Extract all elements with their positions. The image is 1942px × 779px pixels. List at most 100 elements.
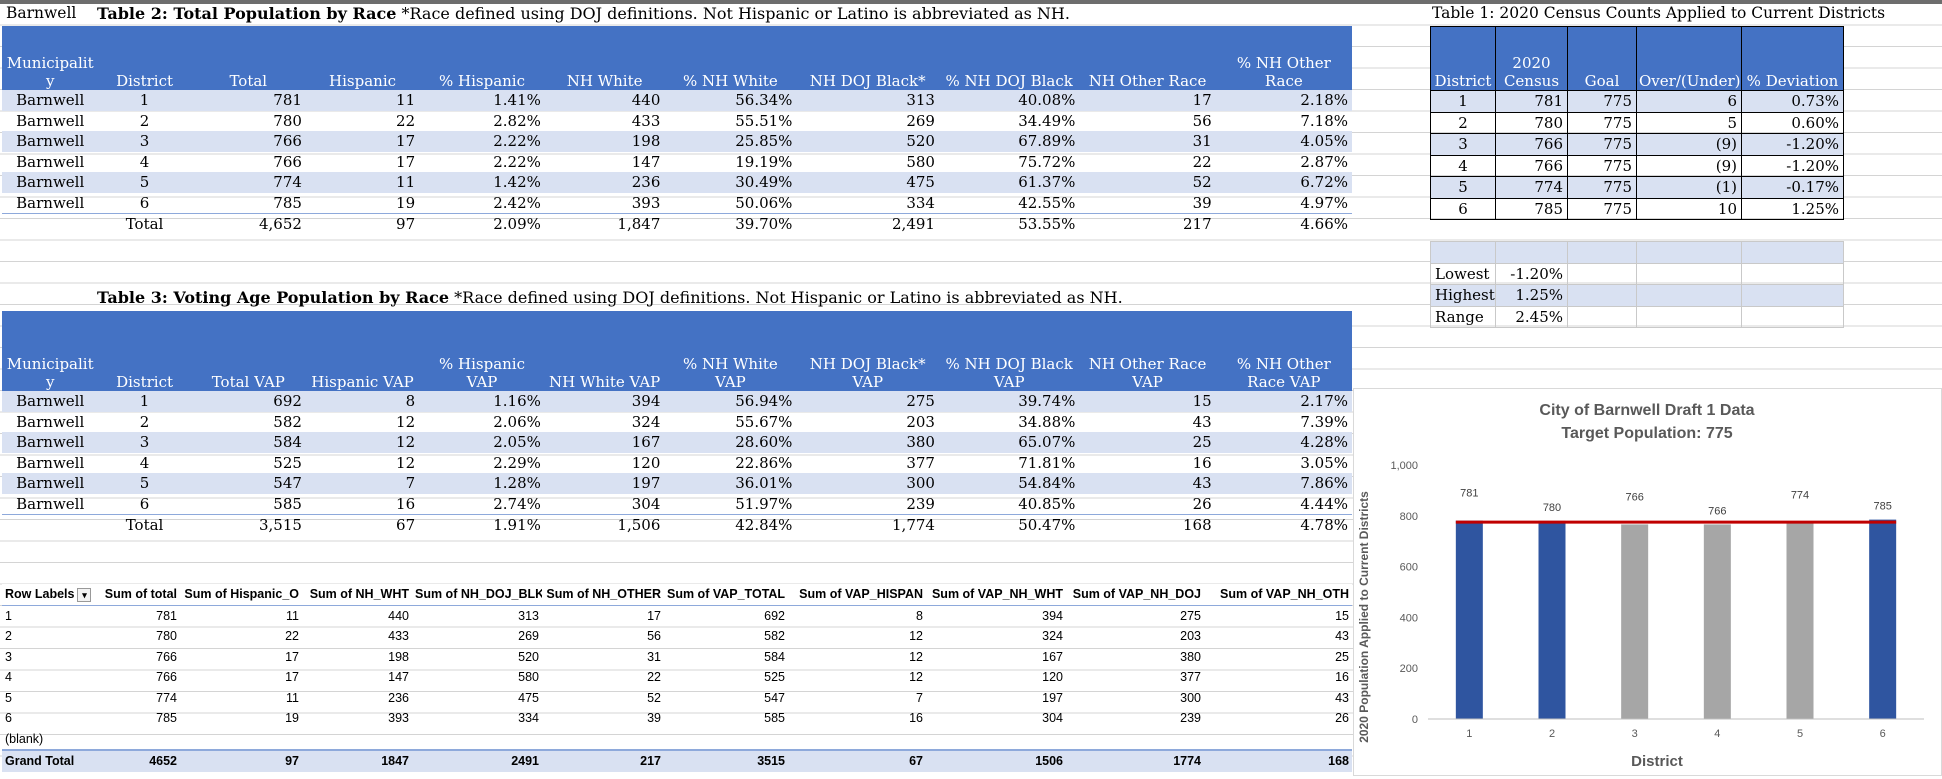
pivot-cell[interactable]: 1: [5, 608, 12, 623]
t3-cell[interactable]: 2.74%: [493, 494, 541, 513]
t1-blank-cell[interactable]: [1741, 241, 1844, 264]
pivot-cell[interactable]: 377: [1180, 670, 1201, 684]
pivot-grand-total-cell[interactable]: 97: [180, 749, 302, 772]
pivot-cell[interactable]: 774: [156, 690, 177, 705]
t1-cell[interactable]: 6: [1636, 90, 1742, 113]
pivot-cell[interactable]: 520: [518, 649, 539, 664]
t1-row[interactable]: 5 774 775 (1) -0.17%: [1430, 176, 1844, 199]
pivot-cell[interactable]: 17: [647, 608, 661, 623]
cell-a1[interactable]: Barnwell: [6, 4, 77, 22]
pivot-grand-total-cell[interactable]: 67: [788, 749, 926, 772]
t1-cell[interactable]: 1.25%: [1741, 197, 1844, 220]
t1-blank-cell[interactable]: [1567, 241, 1637, 264]
t1-cell[interactable]: (1): [1636, 176, 1742, 199]
t1-stat-empty[interactable]: [1741, 284, 1844, 307]
pivot-row[interactable]: 3 766 17 198 520 31 584 12 167 380 25: [2, 647, 1352, 668]
t1-stat-label[interactable]: Lowest: [1430, 262, 1496, 285]
t1-cell[interactable]: (9): [1636, 154, 1742, 177]
pivot-cell[interactable]: 3: [5, 649, 12, 664]
t1-cell[interactable]: 3: [1430, 133, 1496, 156]
t3-cell[interactable]: Barnwell: [16, 412, 85, 431]
t1-stat-empty[interactable]: [1567, 284, 1637, 307]
t3-cell[interactable]: 377: [906, 453, 935, 472]
t1-cell[interactable]: 775: [1567, 90, 1637, 113]
t2-cell[interactable]: 2.42%: [493, 193, 541, 212]
t3-total-cell[interactable]: 4.78%: [1215, 514, 1352, 536]
t2-cell[interactable]: 2.82%: [493, 111, 541, 130]
pivot-grand-total-cell[interactable]: 1774: [1066, 749, 1204, 772]
t3-total-cell[interactable]: 168: [1079, 514, 1216, 536]
pivot-cell[interactable]: 7: [916, 690, 923, 705]
pivot-col-header[interactable]: Sum of VAP_TOTAL: [664, 584, 788, 606]
t1-cell[interactable]: 0.60%: [1741, 111, 1844, 134]
t2-cell[interactable]: 30.49%: [664, 172, 797, 193]
t1-stat-value[interactable]: 1.25%: [1495, 284, 1568, 307]
t1-cell[interactable]: 785: [1495, 197, 1568, 220]
t1-cell[interactable]: -1.20%: [1741, 154, 1844, 177]
pivot-col-header[interactable]: Sum of NH_OTHER: [542, 584, 664, 606]
t3-cell[interactable]: Barnwell: [2, 432, 99, 453]
t1-stat-label[interactable]: Range: [1430, 305, 1496, 328]
pivot-cell[interactable]: 334: [518, 711, 539, 725]
pivot-cell[interactable]: 785: [156, 711, 177, 725]
t3-cell[interactable]: 6: [139, 494, 150, 513]
t2-cell[interactable]: 42.55%: [1018, 193, 1076, 212]
pivot-cell[interactable]: [180, 729, 302, 751]
t3-cell[interactable]: 304: [631, 494, 661, 513]
t1-stat-label[interactable]: Highest: [1430, 284, 1496, 307]
t1-cell[interactable]: (9): [1636, 133, 1742, 156]
pivot-cell[interactable]: 56: [647, 629, 661, 643]
t2-cell[interactable]: 11: [305, 90, 420, 111]
t2-row[interactable]: Barnwell 3 766 17 2.22% 198 25.85% 520 67.89% 31 4…: [2, 131, 1352, 152]
t2-cell[interactable]: 198: [544, 131, 665, 152]
t3-total-cell[interactable]: 67: [305, 514, 420, 536]
t3-cell[interactable]: 203: [906, 412, 935, 431]
t2-cell[interactable]: Barnwell: [16, 152, 85, 171]
t2-cell[interactable]: 781: [190, 90, 306, 111]
t2-cell[interactable]: 4.97%: [1300, 193, 1348, 212]
pivot-cell[interactable]: 440: [388, 608, 409, 623]
t1-blank-cell[interactable]: [1495, 241, 1568, 264]
t1-cell[interactable]: 10: [1636, 197, 1742, 220]
pivot-cell[interactable]: 52: [647, 690, 661, 705]
pivot-cell[interactable]: 16: [1335, 670, 1349, 684]
t1-stat-empty[interactable]: [1636, 262, 1742, 285]
t3-cell[interactable]: 5: [98, 473, 191, 494]
pivot-cell[interactable]: 393: [388, 711, 409, 725]
pivot-grand-total-cell[interactable]: 217: [542, 749, 664, 772]
t1-stat-row[interactable]: Highest 1.25%: [1430, 284, 1844, 307]
t2-cell[interactable]: 2: [139, 111, 150, 130]
t2-cell[interactable]: 4.05%: [1215, 131, 1352, 152]
t2-cell[interactable]: 6: [139, 193, 150, 212]
t1-cell[interactable]: 2: [1430, 111, 1496, 134]
t1-stat-row[interactable]: Lowest -1.20%: [1430, 262, 1844, 285]
t3-cell[interactable]: 1: [98, 391, 191, 412]
t2-cell[interactable]: 25.85%: [664, 131, 797, 152]
t2-row[interactable]: Barnwell 4 766 17 2.22% 147 19.19% 580 75.72% 22 2…: [2, 152, 1352, 173]
t2-cell[interactable]: 766: [190, 131, 306, 152]
t3-cell[interactable]: 28.60%: [664, 432, 797, 453]
t2-row[interactable]: Barnwell 5 774 11 1.42% 236 30.49% 475 61.37% 52 6…: [2, 172, 1352, 193]
t3-cell[interactable]: 1.16%: [419, 391, 545, 412]
pivot-cell[interactable]: 304: [1042, 711, 1063, 725]
pivot-cell[interactable]: 16: [909, 711, 923, 725]
pivot-row[interactable]: 6 785 19 393 334 39 585 16 304 239 26: [2, 708, 1352, 729]
t3-cell[interactable]: 4.44%: [1300, 494, 1348, 513]
pivot-cell[interactable]: 22: [647, 670, 661, 684]
t3-row[interactable]: Barnwell 5 547 7 1.28% 197 36.01% 300 54.84% 43 7.…: [2, 473, 1352, 494]
t2-cell[interactable]: 1: [98, 90, 191, 111]
t1-stat-empty[interactable]: [1567, 262, 1637, 285]
t2-cell[interactable]: 67.89%: [938, 131, 1080, 152]
pivot-cell[interactable]: 120: [1042, 670, 1063, 684]
pivot-cell[interactable]: 11: [286, 690, 299, 705]
pivot-row[interactable]: 5 774 11 236 475 52 547 7 197 300 43: [2, 688, 1352, 709]
t2-cell[interactable]: 3: [98, 131, 191, 152]
t2-cell[interactable]: 766: [273, 152, 302, 171]
t1-stat-empty[interactable]: [1636, 305, 1742, 328]
t1-cell[interactable]: 766: [1495, 154, 1568, 177]
t1-cell[interactable]: 775: [1567, 133, 1637, 156]
pivot-cell[interactable]: 584: [764, 649, 785, 664]
pivot-cell[interactable]: 2: [5, 629, 12, 643]
t2-cell[interactable]: 269: [906, 111, 935, 130]
pivot-cell[interactable]: 17: [285, 670, 299, 684]
